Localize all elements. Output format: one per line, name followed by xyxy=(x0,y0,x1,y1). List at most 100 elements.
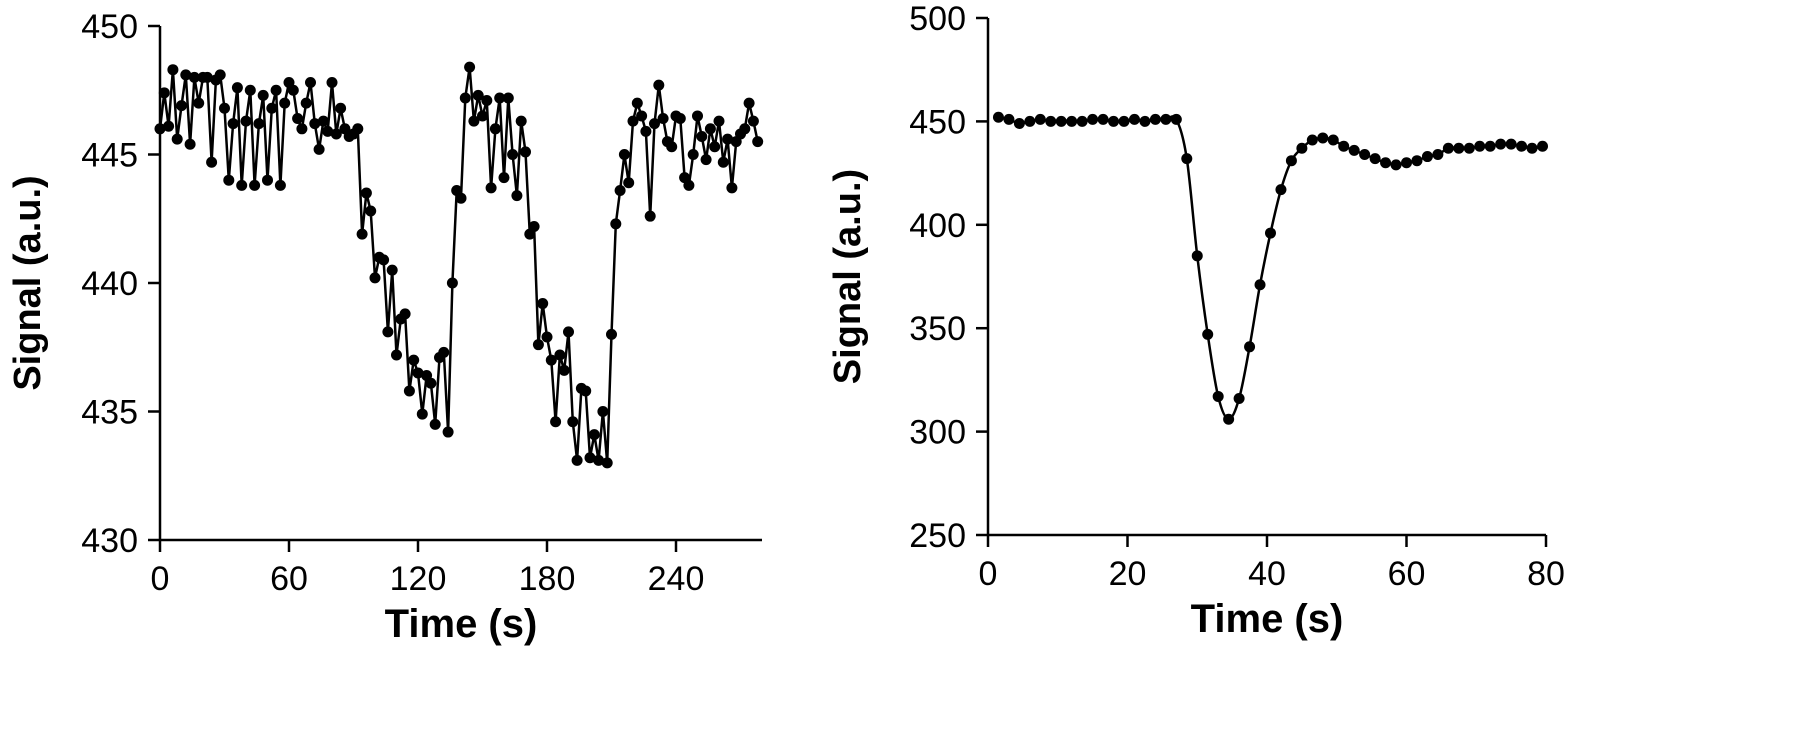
chart-left-data-point xyxy=(683,179,695,191)
chart-right-data-point xyxy=(992,111,1004,123)
chart-left-y-tick-label: 430 xyxy=(81,522,138,560)
chart-left-data-point xyxy=(752,136,764,148)
chart-right-data-point xyxy=(1233,393,1245,405)
chart-left-data-point xyxy=(494,92,506,104)
chart-left-x-tick-label: 180 xyxy=(519,560,576,598)
chart-right-data-point xyxy=(1076,115,1088,127)
chart-right-data-point xyxy=(1306,134,1318,146)
chart-left-data-point xyxy=(154,123,166,135)
chart-right-tick-labels: 250 300 350 400 450 500 0 20 40 60 80 xyxy=(909,0,1565,593)
chart-left-data-point xyxy=(322,125,334,137)
chart-right-data-point xyxy=(1108,115,1120,127)
chart-left-data-point xyxy=(614,184,626,196)
chart-left-data-point xyxy=(489,123,501,135)
chart-left-y-tick-label: 435 xyxy=(81,394,138,432)
chart-left-data-point xyxy=(558,364,570,376)
chart-left-data-point xyxy=(459,92,471,104)
chart-left-data-point xyxy=(244,84,256,96)
chart-left-data-point xyxy=(382,326,394,338)
chart-left-data-point xyxy=(176,100,187,112)
chart-left-data-point xyxy=(485,182,497,194)
chart-left-data-point xyxy=(623,177,635,189)
chart-left-data-point xyxy=(249,179,261,191)
chart-right-data-point xyxy=(1453,142,1465,154)
chart-left-data-point xyxy=(429,418,441,430)
chart-left-data-point xyxy=(438,346,450,358)
chart-right-data-point xyxy=(1244,341,1256,353)
chart-left-x-axis-label: Time (s) xyxy=(385,602,538,646)
chart-left-data-point xyxy=(257,89,269,101)
chart-left-data-point xyxy=(520,146,531,158)
chart-left-data-point xyxy=(477,110,488,122)
chart-left-data-point xyxy=(171,133,183,145)
chart-left-data-point xyxy=(184,138,196,150)
chart-left-data-point xyxy=(399,308,411,320)
chart-right-data-point xyxy=(1390,159,1402,171)
chart-left-data-point xyxy=(717,156,729,168)
chart-left-data-point xyxy=(606,328,617,340)
chart-left-data-point xyxy=(747,115,759,127)
chart-right-data-point xyxy=(1003,113,1015,125)
chart-right-data-point xyxy=(1359,148,1371,160)
chart-right-data-point xyxy=(1474,140,1486,152)
chart-left: 430 435 440 445 450 0 60 120 180 240 Time (s) Sig… xyxy=(7,8,764,646)
chart-left-data-point xyxy=(163,120,175,132)
chart-left-data-point xyxy=(692,110,703,122)
chart-left-data-point xyxy=(292,113,304,125)
chart-right-data-point xyxy=(1202,328,1214,340)
chart-left-y-axis-label: Signal (a.u.) xyxy=(7,175,49,390)
chart-left-data-point xyxy=(270,84,282,96)
chart-left-data-point xyxy=(696,131,708,143)
chart-right-data-point xyxy=(1380,157,1392,169)
chart-right-data-point xyxy=(1013,117,1025,129)
chart-left-data-point xyxy=(442,426,454,438)
chart-left-data-point xyxy=(446,277,458,289)
chart-right-data-point xyxy=(1191,250,1203,262)
chart-left-series xyxy=(154,61,764,469)
chart-left-data-point xyxy=(528,220,540,232)
chart-left-data-point xyxy=(674,113,686,125)
chart-left-data-point xyxy=(743,97,755,109)
chart-left-data-point xyxy=(360,187,372,199)
chart-left-data-point xyxy=(627,115,639,127)
chart-left-data-point xyxy=(455,192,467,204)
chart-left-data-point xyxy=(515,115,527,127)
chart-right-data-point xyxy=(1442,142,1454,154)
chart-left-data-point xyxy=(356,228,368,240)
chart-right-data-point xyxy=(1024,115,1036,127)
chart-right-data-point xyxy=(1285,155,1297,167)
chart-left-data-point xyxy=(618,149,630,160)
chart-left-data-point xyxy=(167,64,179,76)
chart-left-series-line xyxy=(158,65,759,465)
chart-right-data-point xyxy=(1327,134,1339,146)
chart-left-data-point xyxy=(657,113,669,125)
chart-right-data-point xyxy=(1170,113,1182,125)
chart-left-data-point xyxy=(425,377,437,389)
chart-left-data-point xyxy=(403,385,415,397)
chart-left-data-point xyxy=(378,254,390,266)
chart-left-data-point xyxy=(541,331,553,343)
chart-left-data-point xyxy=(713,115,725,127)
chart-left-data-point xyxy=(597,406,609,417)
chart-right-data-point xyxy=(1212,390,1224,402)
chart-left-data-point xyxy=(309,118,321,130)
chart-left-data-point xyxy=(274,179,286,191)
chart-right-data-point xyxy=(1516,140,1528,152)
chart-left-data-point xyxy=(550,416,562,428)
chart-right-data-point xyxy=(1181,153,1193,165)
chart-left-data-point xyxy=(231,82,243,94)
chart-right-data-point xyxy=(1045,115,1057,127)
chart-right-x-tick-label: 80 xyxy=(1527,555,1565,593)
chart-right-x-axis-label: Time (s) xyxy=(1191,597,1344,641)
chart-right-data-point xyxy=(1317,132,1329,144)
chart-left-data-point xyxy=(408,354,420,366)
chart-right-y-tick-label: 400 xyxy=(909,207,966,245)
chart-right-data-point xyxy=(1484,140,1496,152)
chart-right-y-tick-label: 500 xyxy=(909,0,966,38)
chart-left-data-point xyxy=(296,123,308,135)
chart-left-data-point xyxy=(287,84,299,96)
chart-right-data-point xyxy=(1034,113,1046,125)
chart-left-data-point xyxy=(666,141,678,153)
chart-left-data-point xyxy=(567,416,579,428)
chart-left-data-point xyxy=(330,128,342,140)
